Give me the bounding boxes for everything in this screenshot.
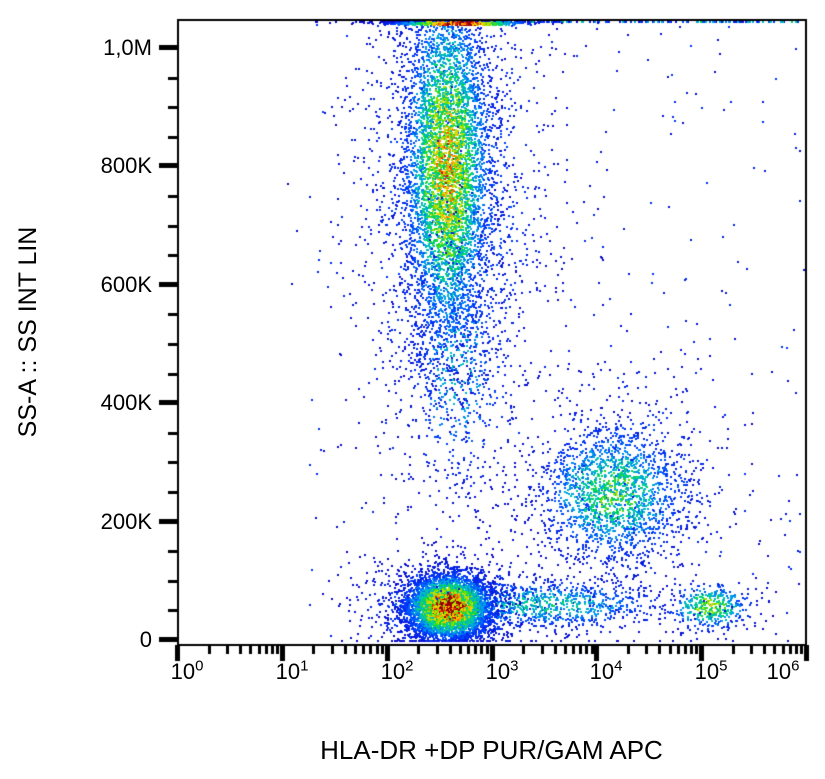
y-tick-label: 600K <box>100 272 152 297</box>
x-tick-exponent: 5 <box>719 657 728 675</box>
y-tick-label: 400K <box>100 390 152 415</box>
y-tick-label: 800K <box>100 153 152 178</box>
x-tick-exponent: 2 <box>405 657 414 675</box>
x-tick-base: 10 <box>589 659 615 684</box>
x-tick-label: 102 <box>352 658 442 686</box>
x-axis-title: HLA-DR +DP PUR/GAM APC <box>320 735 663 765</box>
x-tick-base: 10 <box>485 659 511 684</box>
x-tick-exponent: 1 <box>300 657 309 675</box>
y-tick-label: 1,0M <box>103 35 152 60</box>
y-tick-label: 0 <box>139 627 152 652</box>
x-tick-base: 10 <box>275 659 301 684</box>
x-tick-exponent: 3 <box>510 657 519 675</box>
x-tick-exponent: 0 <box>195 657 204 675</box>
x-tick-label: 106 <box>738 658 825 686</box>
x-tick-exponent: 4 <box>614 657 623 675</box>
x-tick-label: 101 <box>247 658 337 686</box>
x-tick-base: 10 <box>170 659 196 684</box>
x-tick-label: 100 <box>142 658 232 686</box>
y-axis-title: SS-A :: SS INT LIN <box>14 226 42 438</box>
x-tick-label: 103 <box>457 658 547 686</box>
x-tick-exponent: 6 <box>791 657 800 675</box>
x-tick-base: 10 <box>766 659 792 684</box>
x-tick-label: 104 <box>561 658 651 686</box>
x-tick-base: 10 <box>694 659 720 684</box>
y-tick-label: 200K <box>100 509 152 534</box>
x-tick-base: 10 <box>380 659 406 684</box>
x-tick-label: 105 <box>666 658 756 686</box>
